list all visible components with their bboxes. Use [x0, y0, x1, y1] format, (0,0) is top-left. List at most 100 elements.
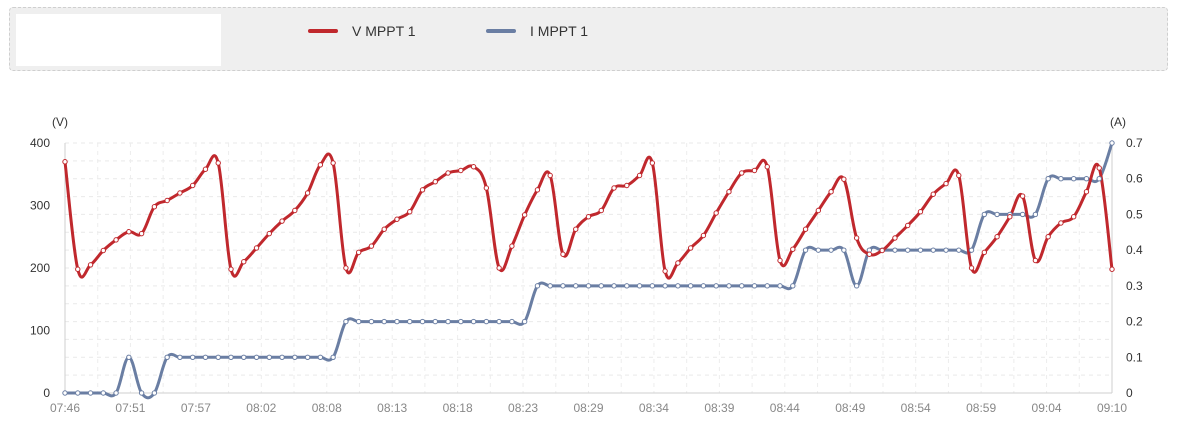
- data-point-i-mppt-1: [1019, 211, 1026, 218]
- data-point-v-mppt-1: [521, 212, 528, 218]
- data-point-i-mppt-1: [407, 318, 413, 325]
- data-point-i-mppt-1: [241, 354, 247, 360]
- data-point-v-mppt-1: [1070, 214, 1077, 220]
- data-point-i-mppt-1: [394, 318, 400, 325]
- data-point-v-mppt-1: [560, 251, 566, 257]
- data-point-v-mppt-1: [330, 160, 336, 166]
- data-point-v-mppt-1: [585, 214, 592, 220]
- data-point-v-mppt-1: [675, 260, 681, 266]
- data-point-i-mppt-1: [228, 354, 234, 360]
- data-point-v-mppt-1: [62, 159, 68, 165]
- x-tick-label: 08:18: [443, 401, 473, 415]
- data-point-i-mppt-1: [1096, 176, 1102, 182]
- y-left-tick-label: 0: [43, 386, 50, 400]
- data-point-v-mppt-1: [87, 262, 94, 268]
- y-right-tick-label: 0.3: [1126, 279, 1143, 293]
- data-point-v-mppt-1: [828, 189, 834, 195]
- data-point-i-mppt-1: [87, 390, 94, 396]
- data-point-i-mppt-1: [764, 283, 770, 289]
- legend-item-v-mppt-1[interactable]: V MPPT 1: [308, 23, 416, 39]
- data-point-i-mppt-1: [1083, 176, 1090, 182]
- data-point-i-mppt-1: [138, 390, 145, 396]
- data-point-i-mppt-1: [624, 283, 630, 289]
- data-point-v-mppt-1: [879, 247, 885, 254]
- data-point-v-mppt-1: [483, 185, 490, 191]
- data-point-i-mppt-1: [598, 283, 604, 289]
- data-point-i-mppt-1: [930, 247, 936, 253]
- y-left-tick-label: 400: [30, 136, 50, 150]
- data-point-i-mppt-1: [151, 390, 158, 396]
- data-point-i-mppt-1: [509, 318, 515, 325]
- data-point-i-mppt-1: [304, 354, 311, 360]
- data-point-v-mppt-1: [407, 209, 413, 215]
- data-point-v-mppt-1: [126, 229, 132, 235]
- legend-swatch-v: [308, 29, 338, 33]
- data-point-v-mppt-1: [113, 237, 119, 243]
- data-point-v-mppt-1: [777, 257, 783, 264]
- data-point-v-mppt-1: [509, 243, 515, 249]
- data-point-i-mppt-1: [292, 354, 298, 360]
- x-tick-label: 08:02: [246, 401, 276, 415]
- data-point-i-mppt-1: [828, 247, 834, 253]
- data-point-v-mppt-1: [547, 172, 553, 179]
- data-point-v-mppt-1: [905, 222, 911, 229]
- data-point-v-mppt-1: [432, 179, 438, 185]
- data-point-v-mppt-1: [751, 167, 758, 174]
- data-point-i-mppt-1: [841, 247, 847, 253]
- data-point-i-mppt-1: [368, 318, 375, 325]
- legend-label-i: I MPPT 1: [530, 23, 589, 39]
- data-point-v-mppt-1: [458, 167, 464, 174]
- data-point-v-mppt-1: [470, 164, 477, 170]
- data-point-i-mppt-1: [177, 354, 183, 360]
- y-left-tick-label: 300: [30, 199, 50, 213]
- data-point-i-mppt-1: [1045, 176, 1051, 182]
- data-point-i-mppt-1: [968, 247, 975, 253]
- data-point-i-mppt-1: [419, 318, 426, 325]
- data-point-i-mppt-1: [1032, 211, 1039, 218]
- data-point-i-mppt-1: [675, 283, 681, 289]
- data-point-i-mppt-1: [560, 283, 566, 289]
- data-point-i-mppt-1: [573, 283, 579, 289]
- data-point-i-mppt-1: [355, 318, 362, 325]
- data-point-i-mppt-1: [687, 283, 694, 289]
- data-point-i-mppt-1: [700, 283, 707, 289]
- x-tick-label: 08:23: [508, 401, 538, 415]
- data-point-i-mppt-1: [279, 354, 285, 360]
- data-point-i-mppt-1: [470, 318, 477, 325]
- data-point-i-mppt-1: [790, 283, 796, 289]
- data-point-v-mppt-1: [100, 247, 107, 254]
- data-point-v-mppt-1: [802, 226, 809, 232]
- data-point-v-mppt-1: [189, 182, 196, 189]
- data-point-i-mppt-1: [547, 283, 553, 289]
- data-point-v-mppt-1: [343, 265, 349, 271]
- y-left-tick-label: 200: [30, 261, 50, 275]
- data-point-v-mppt-1: [662, 268, 668, 274]
- chart-grid: [64, 142, 1113, 394]
- data-point-i-mppt-1: [483, 318, 490, 325]
- y-right-tick-label: 0.6: [1126, 172, 1143, 186]
- data-point-i-mppt-1: [726, 283, 732, 289]
- data-point-i-mppt-1: [777, 283, 783, 289]
- data-point-i-mppt-1: [215, 354, 221, 360]
- data-point-i-mppt-1: [164, 354, 170, 360]
- data-point-v-mppt-1: [943, 180, 949, 187]
- data-point-v-mppt-1: [739, 170, 745, 176]
- data-point-v-mppt-1: [764, 164, 770, 170]
- data-point-i-mppt-1: [100, 390, 107, 396]
- data-point-i-mppt-1: [751, 283, 758, 289]
- data-point-i-mppt-1: [1109, 140, 1115, 146]
- data-point-v-mppt-1: [292, 207, 298, 214]
- data-point-i-mppt-1: [496, 318, 502, 325]
- x-tick-label: 09:04: [1032, 401, 1062, 415]
- data-point-i-mppt-1: [343, 318, 349, 325]
- data-point-v-mppt-1: [368, 243, 375, 249]
- data-point-v-mppt-1: [228, 266, 234, 272]
- data-point-i-mppt-1: [649, 283, 656, 289]
- y-right-tick-label: 0.4: [1126, 243, 1143, 257]
- x-tick-label: 07:51: [115, 401, 145, 415]
- data-point-v-mppt-1: [1109, 266, 1115, 272]
- data-point-v-mppt-1: [624, 182, 630, 189]
- data-point-i-mppt-1: [1070, 176, 1077, 182]
- data-point-v-mppt-1: [892, 235, 898, 241]
- legend-item-i-mppt-1[interactable]: I MPPT 1: [486, 23, 588, 39]
